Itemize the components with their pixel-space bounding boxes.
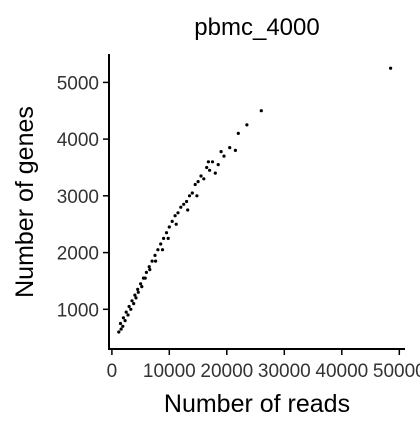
data-point <box>228 146 232 150</box>
data-point <box>136 290 140 294</box>
y-tick-label: 5000 <box>57 73 99 94</box>
data-point <box>186 208 190 212</box>
data-point <box>139 282 143 286</box>
data-point <box>121 316 125 320</box>
data-point <box>173 214 177 218</box>
data-point <box>121 324 125 328</box>
data-point <box>222 154 226 158</box>
data-point <box>136 287 140 291</box>
x-axis-title: Number of reads <box>164 390 350 418</box>
data-point <box>143 276 147 280</box>
data-point <box>187 194 192 198</box>
data-point <box>219 150 223 154</box>
data-point <box>213 171 217 175</box>
data-point <box>196 180 200 184</box>
data-point <box>124 310 128 314</box>
data-point <box>127 304 131 309</box>
data-point <box>176 211 180 215</box>
data-point <box>164 231 169 235</box>
data-point <box>195 194 199 198</box>
y-tick-label: 1000 <box>57 300 99 321</box>
data-point <box>206 160 210 164</box>
data-points <box>117 66 393 334</box>
data-point <box>233 148 237 152</box>
data-point <box>179 205 183 209</box>
data-point <box>117 330 121 334</box>
y-tick-label: 2000 <box>57 244 99 265</box>
data-point <box>205 165 209 170</box>
data-point <box>123 319 127 323</box>
data-point <box>119 327 123 331</box>
x-tick-label: 0 <box>107 361 118 382</box>
data-point <box>202 177 206 181</box>
y-axis-ticks: 1000 2000 3000 4000 5000 <box>57 73 109 321</box>
data-point <box>170 219 174 223</box>
data-point <box>130 299 134 303</box>
data-point <box>174 222 178 226</box>
data-point <box>129 307 133 311</box>
data-point <box>160 248 165 252</box>
chart-title: pbmc_4000 <box>194 14 319 41</box>
data-point <box>153 253 157 257</box>
data-point <box>159 242 163 246</box>
x-tick-label: 20000 <box>200 361 253 382</box>
data-point <box>193 182 197 187</box>
data-point <box>148 268 152 272</box>
y-tick-label: 3000 <box>57 187 99 208</box>
data-point <box>133 293 137 297</box>
x-tick-label: 40000 <box>315 361 368 382</box>
data-point <box>150 259 154 263</box>
data-point <box>126 313 130 317</box>
data-point <box>132 302 136 306</box>
data-point <box>208 168 212 172</box>
data-point <box>182 202 186 206</box>
data-point <box>389 66 393 70</box>
x-tick-label: 10000 <box>143 361 196 382</box>
data-point <box>190 191 194 195</box>
data-point <box>236 131 240 135</box>
data-point <box>134 296 138 300</box>
data-point <box>245 123 249 127</box>
data-point <box>154 259 158 263</box>
data-point <box>210 160 215 164</box>
data-point <box>118 321 123 326</box>
data-point <box>167 225 171 229</box>
data-point <box>199 174 203 178</box>
data-point <box>259 109 263 113</box>
x-axis-ticks: 0 1000020000300004000050000 <box>107 349 420 382</box>
data-point <box>156 248 160 252</box>
data-point <box>140 285 144 289</box>
x-tick-label: 30000 <box>258 361 311 382</box>
y-tick-label: 4000 <box>57 130 99 151</box>
data-point <box>216 163 220 167</box>
data-point <box>166 236 170 240</box>
data-point <box>162 236 166 240</box>
data-point <box>147 265 151 269</box>
data-point <box>185 199 189 204</box>
data-point <box>144 270 148 274</box>
y-axis-title: Number of genes <box>11 106 39 298</box>
